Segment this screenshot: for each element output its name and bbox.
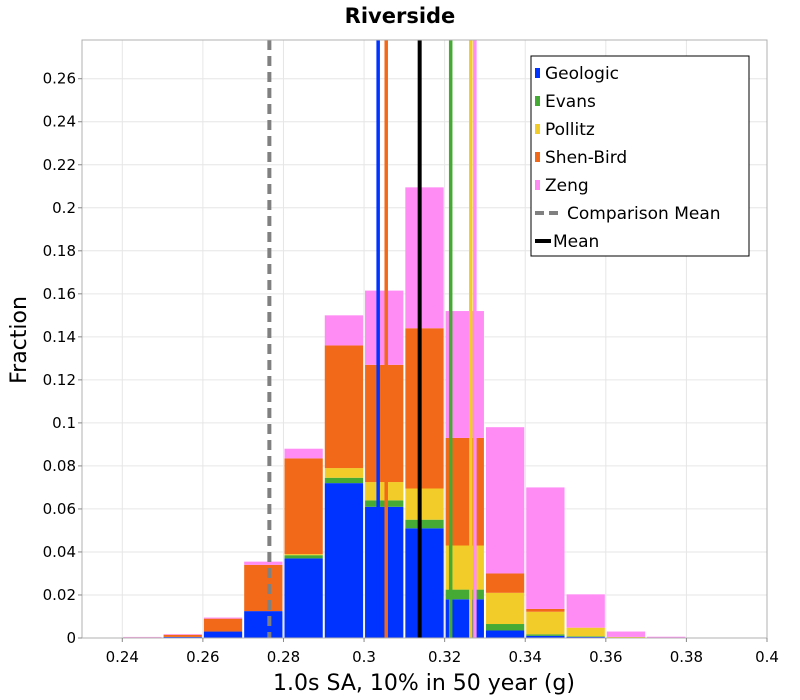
y-tick-label: 0.2 [52,199,76,217]
bar-geologic [163,636,202,638]
bar-shen-bird [324,345,364,469]
bar-evans [485,624,525,631]
y-tick-label: 0.04 [43,543,76,561]
x-axis-label: 1.0s SA, 10% in 50 year (g) [273,671,575,696]
bar-geologic [485,630,525,638]
bar-pollitz [566,627,605,637]
legend-label-zeng: Zeng [545,176,589,196]
legend: Geologic Evans Pollitz Shen-Bird Zeng Compari… [530,55,750,257]
x-tick-label: 0.32 [428,648,461,666]
legend-swatch-shen-bird [535,152,540,162]
legend-swatch-pollitz [535,124,540,134]
x-tick-label: 0.36 [589,648,622,666]
y-tick-label: 0.1 [52,414,76,432]
bar-geologic [566,636,605,638]
chart-title: Riverside [345,4,456,28]
bar-zeng [324,315,364,346]
y-tick-label: 0.06 [43,500,76,518]
bar-pollitz [284,554,323,556]
legend-label-mean: Mean [553,232,599,252]
bar-zeng [606,631,646,637]
legend-box [530,55,750,257]
bar-pollitz [324,468,364,478]
bar-shen-bird [244,564,283,612]
bar-geologic [284,558,323,638]
x-tick-label: 0.3 [352,648,376,666]
y-tick-label: 0.08 [43,457,76,475]
y-tick-label: 0.14 [43,328,76,346]
bar-evans [365,500,404,507]
bar-zeng [405,187,444,329]
y-tick-label: 0.12 [43,371,76,389]
bar-shen-bird [163,634,202,637]
bar-evans [445,589,484,600]
legend-swatch-evans [535,96,540,106]
y-axis-label: Fraction [7,296,32,384]
bar-shen-bird [365,364,404,483]
bar-zeng [203,617,243,619]
legend-label-evans: Evans [545,92,596,112]
x-tick-label: 0.24 [106,648,139,666]
bar-shen-bird [405,328,444,489]
y-tick-label: 0.16 [43,285,76,303]
bar-geologic [324,483,364,638]
x-tick-label: 0.34 [509,648,542,666]
legend-swatch-geologic [535,68,540,78]
bar-zeng [284,448,323,459]
x-axis-ticks: 0.24 0.26 0.28 0.3 0.32 0.34 0.36 0.38 0.4 [106,638,779,666]
bar-evans [566,636,605,637]
y-tick-label: 0.22 [43,156,76,174]
bar-zeng [566,594,605,628]
bar-geologic [365,506,404,638]
x-tick-label: 0.38 [670,648,703,666]
bar-evans [284,555,323,559]
y-axis-ticks: 0 0.02 0.04 0.06 0.08 0.1 0.12 0.14 0.16 0.18 0.2 0… [43,70,82,647]
y-tick-label: 0 [66,629,76,647]
y-tick-label: 0.26 [43,70,76,88]
bar-evans [526,634,565,636]
bar-shen-bird [526,608,565,612]
legend-label-geologic: Geologic [545,64,619,84]
x-tick-label: 0.28 [267,648,300,666]
bar-pollitz [485,592,525,625]
mean-lines [267,40,477,638]
bar-evans [405,519,444,529]
bar-zeng [244,561,283,565]
y-tick-label: 0.02 [43,586,76,604]
bar-geologic [405,528,444,638]
y-tick-label: 0.24 [43,113,76,131]
x-tick-label: 0.26 [186,648,219,666]
legend-label-comparison-mean: Comparison Mean [567,204,721,224]
bar-geologic [244,611,283,638]
bar-shen-bird [203,618,243,632]
legend-swatch-zeng [535,180,540,190]
bar-pollitz [606,636,646,638]
bar-pollitz [405,488,444,520]
bar-zeng [163,634,202,635]
legend-label-pollitz: Pollitz [545,120,595,140]
bar-shen-bird [284,458,323,555]
bar-zeng [647,636,686,638]
x-tick-label: 0.4 [755,648,779,666]
plot-area [81,39,768,639]
bar-zeng [485,427,525,574]
bar-pollitz [526,611,565,635]
bar-shen-bird [485,573,525,593]
bar-evans [324,477,364,484]
bar-zeng [526,487,565,609]
y-tick-label: 0.18 [43,242,76,260]
bar-geologic [526,635,565,638]
bar-geologic [203,631,243,638]
legend-label-shen-bird: Shen-Bird [545,148,627,168]
bar-zeng [365,290,404,365]
bar-pollitz [365,482,404,501]
